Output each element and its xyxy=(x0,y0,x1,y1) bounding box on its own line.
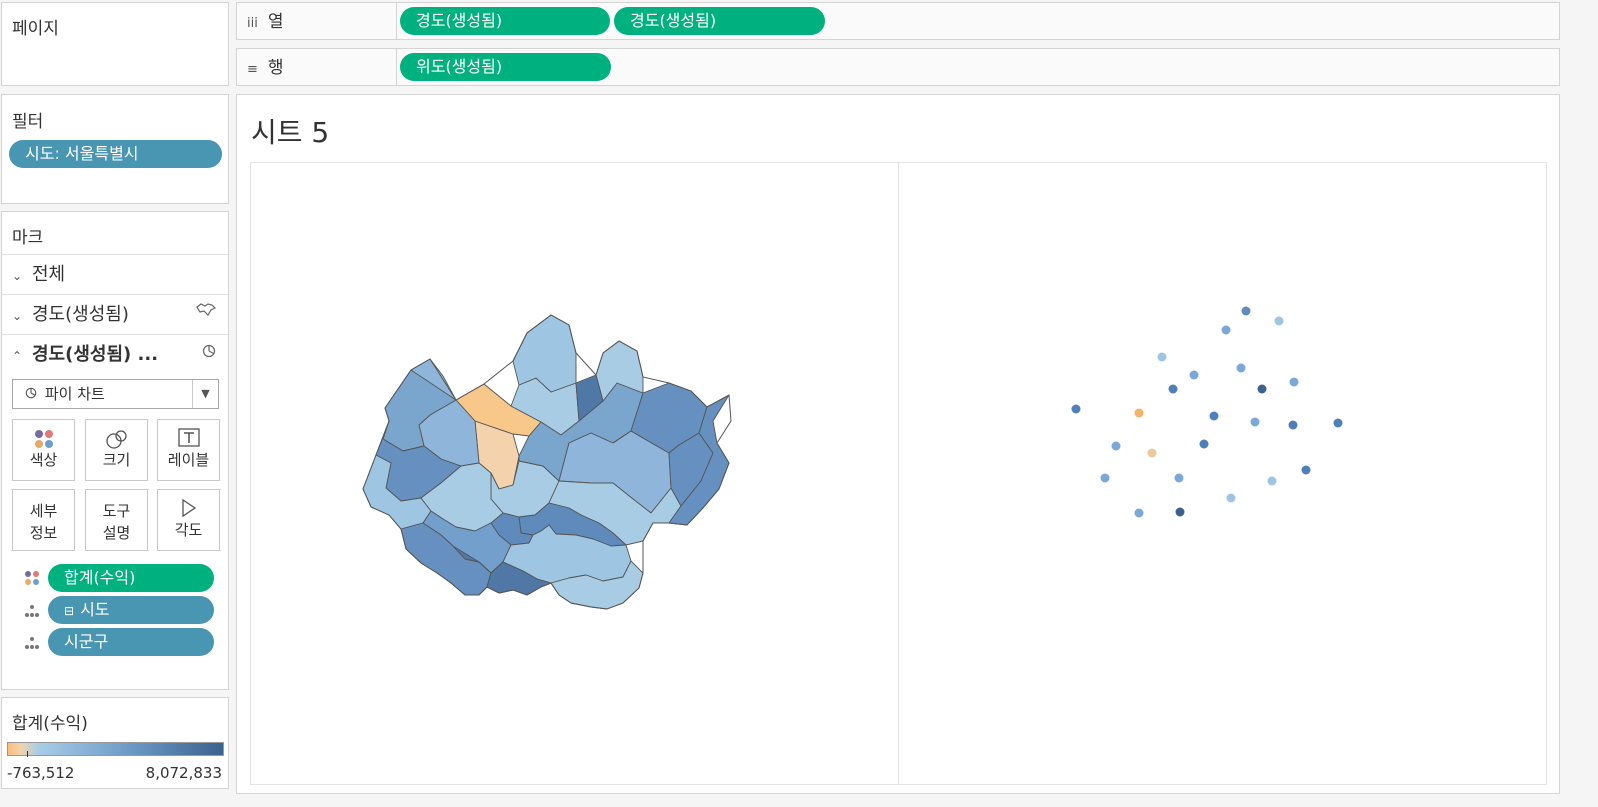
pie-mark-10[interactable] xyxy=(1134,408,1144,418)
columns-icon: iii xyxy=(247,16,258,31)
pie-icon xyxy=(25,387,41,402)
detail-field-pill-sigungu[interactable]: 시군구 xyxy=(48,628,214,656)
pie-mark-14[interactable] xyxy=(1333,418,1343,428)
legend-zero-tick xyxy=(27,751,28,757)
chevron-up-icon: ⌃ xyxy=(12,349,23,363)
angle-icon xyxy=(158,490,219,520)
marks-card-all[interactable]: ⌄ 전체 xyxy=(2,254,228,294)
detail-dots-icon xyxy=(24,635,40,651)
pages-panel: 페이지 xyxy=(1,2,229,86)
detail-button[interactable]: 세부 정보 xyxy=(12,489,75,551)
marks-card-longitude-pie[interactable]: ⌃ 경도(생성됨) ... xyxy=(2,334,228,374)
marks-card-longitude-pie-label: 경도(생성됨) ... xyxy=(32,344,159,365)
size-button[interactable]: 크기 xyxy=(85,419,148,481)
angle-button[interactable]: 각도 xyxy=(157,489,220,551)
pie-mark-3[interactable] xyxy=(1157,352,1167,362)
color-legend-gradient xyxy=(7,742,224,757)
color-dots-icon xyxy=(24,570,40,586)
label-button[interactable]: 레이블 xyxy=(157,419,220,481)
angle-button-label: 각도 xyxy=(174,521,203,539)
color-button-label: 색상 xyxy=(29,451,58,469)
seoul-filled-map[interactable] xyxy=(251,163,900,786)
columns-shelf[interactable]: iii 열 경도(생성됨) 경도(생성됨) xyxy=(236,2,1560,40)
tooltip-button-label: 도구 설명 xyxy=(102,502,131,542)
rows-label-text: 행 xyxy=(267,58,284,78)
pie-mark-12[interactable] xyxy=(1250,417,1260,427)
pie-mark-23[interactable] xyxy=(1134,508,1144,518)
legend-max-label: 8,072,833 xyxy=(145,764,222,782)
dots-pane[interactable] xyxy=(898,162,1547,785)
columns-pill-longitude-2[interactable]: 경도(생성됨) xyxy=(614,7,825,35)
marks-panel: 마크 ⌄ 전체 ⌄ 경도(생성됨) ⌃ 경도(생성됨) ... 파이 차트 ▼ 색상 … xyxy=(1,211,229,690)
pie-mark-6[interactable] xyxy=(1289,377,1299,387)
marks-card-longitude-map-label: 경도(생성됨) xyxy=(32,304,129,325)
pie-mark-5[interactable] xyxy=(1236,363,1246,373)
rows-pill-latitude[interactable]: 위도(생성됨) xyxy=(400,53,611,81)
color-button[interactable]: 색상 xyxy=(12,419,75,481)
pie-mark-13[interactable] xyxy=(1288,420,1298,430)
pie-mark-8[interactable] xyxy=(1257,384,1267,394)
pie-mark-4[interactable] xyxy=(1189,370,1199,380)
pie-mark-16[interactable] xyxy=(1199,439,1209,449)
pie-mark-0[interactable] xyxy=(1241,306,1251,316)
map-region-26[interactable] xyxy=(512,314,577,393)
tooltip-button[interactable]: 도구 설명 xyxy=(85,489,148,551)
mark-type-select[interactable]: 파이 차트 ▼ xyxy=(12,379,219,409)
label-button-label: 레이블 xyxy=(167,451,210,469)
filter-pill-sido[interactable]: 시도: 서울특별시 xyxy=(9,140,222,168)
sheet-area: 시트 5 xyxy=(236,94,1560,794)
pages-title: 페이지 xyxy=(12,19,59,39)
detail-dots-icon xyxy=(24,603,40,619)
map-pane[interactable] xyxy=(250,162,899,785)
rows-shelf[interactable]: ≡ 행 위도(생성됨) xyxy=(236,48,1560,86)
mark-type-value: 파이 차트 xyxy=(44,385,105,403)
marks-card-longitude-map[interactable]: ⌄ 경도(생성됨) xyxy=(2,294,228,334)
pie-mark-22[interactable] xyxy=(1226,493,1236,503)
chevron-down-icon: ⌄ xyxy=(12,269,23,283)
pie-mark-15[interactable] xyxy=(1111,441,1121,451)
columns-label-text: 열 xyxy=(267,12,284,32)
color-dots-icon xyxy=(13,420,74,450)
pie-mark-24[interactable] xyxy=(1175,507,1185,517)
district-pie-marks[interactable] xyxy=(899,163,1548,786)
filters-title: 필터 xyxy=(12,112,44,132)
columns-pill-longitude-1[interactable]: 경도(생성됨) xyxy=(400,7,610,35)
detail-field-pill-sido[interactable]: ⊟ 시도 xyxy=(48,596,214,624)
columns-shelf-label: iii 열 xyxy=(237,3,397,39)
pie-mark-11[interactable] xyxy=(1209,411,1219,421)
chevron-down-icon: ⌄ xyxy=(12,309,23,323)
map-region-25[interactable] xyxy=(575,374,604,422)
legend-min-label: -763,512 xyxy=(7,764,75,782)
text-label-icon xyxy=(158,420,219,450)
pie-mark-9[interactable] xyxy=(1071,404,1081,414)
collapse-icon[interactable]: ⊟ xyxy=(64,604,75,618)
color-field-pill[interactable]: 합계(수익) xyxy=(48,564,214,592)
size-icon xyxy=(86,420,147,450)
marks-title: 마크 xyxy=(12,228,44,248)
map-icon xyxy=(196,295,217,335)
pie-mark-1[interactable] xyxy=(1221,325,1231,335)
pie-mark-19[interactable] xyxy=(1100,473,1110,483)
pie-mark-20[interactable] xyxy=(1174,473,1184,483)
color-legend-panel: 합계(수익) -763,512 8,072,833 xyxy=(1,697,229,789)
rows-icon: ≡ xyxy=(247,62,258,77)
size-button-label: 크기 xyxy=(102,451,131,469)
pie-mark-17[interactable] xyxy=(1147,448,1157,458)
pie-mark-7[interactable] xyxy=(1168,384,1178,394)
pie-mark-21[interactable] xyxy=(1267,476,1277,486)
dropdown-arrow-icon[interactable]: ▼ xyxy=(192,380,218,408)
detail-button-label: 세부 정보 xyxy=(29,502,58,542)
rows-shelf-label: ≡ 행 xyxy=(237,49,397,85)
seoul-outline xyxy=(362,314,732,610)
pie-icon xyxy=(202,335,216,375)
pie-mark-2[interactable] xyxy=(1274,316,1284,326)
marks-card-all-label: 전체 xyxy=(32,264,66,285)
sheet-title: 시트 5 xyxy=(251,116,330,149)
filters-panel: 필터 시도: 서울특별시 xyxy=(1,94,229,204)
legend-title: 합계(수익) xyxy=(12,714,88,734)
pie-mark-18[interactable] xyxy=(1301,465,1311,475)
detail-field-sido-label: 시도 xyxy=(80,600,110,619)
